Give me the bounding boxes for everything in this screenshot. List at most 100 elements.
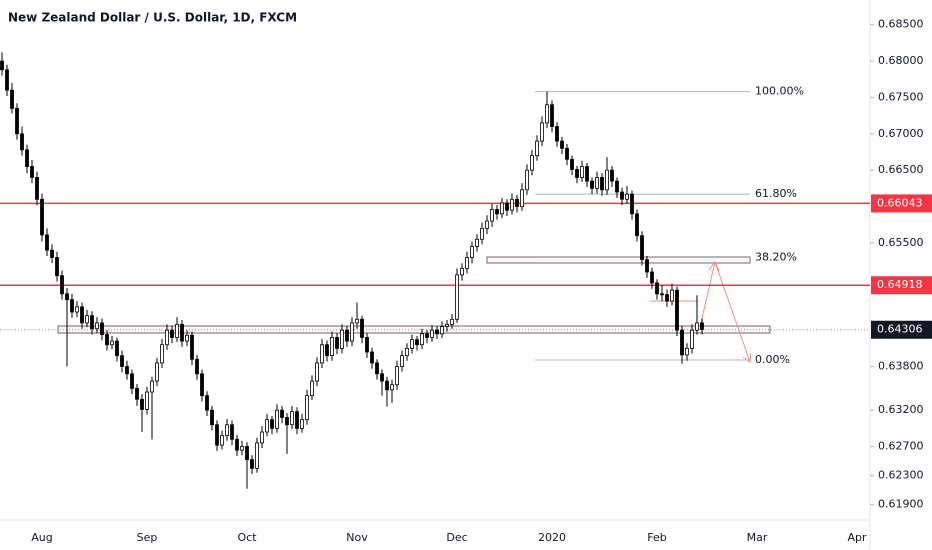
candle-body — [130, 373, 134, 389]
candle-body — [435, 329, 439, 335]
candle-body — [135, 387, 139, 400]
candle-body — [600, 177, 604, 191]
candle-body — [215, 424, 219, 446]
candle-body — [340, 329, 344, 349]
candle-body — [10, 89, 14, 109]
x-tick-label: Dec — [446, 531, 467, 544]
y-tick-label: 0.67500 — [878, 90, 924, 103]
candle-body — [335, 337, 339, 349]
candle-body — [285, 417, 289, 426]
candle-body — [615, 180, 619, 193]
candle-body — [155, 362, 159, 382]
candle-body — [550, 104, 554, 127]
candle-body — [405, 347, 409, 357]
candle-body — [530, 155, 534, 171]
x-tick-label: Aug — [31, 531, 52, 544]
candle-body — [515, 198, 519, 207]
candle-body — [465, 257, 469, 269]
candle-body — [620, 191, 624, 200]
candle-body — [95, 322, 99, 330]
candle-body — [305, 395, 309, 421]
y-tick-label: 0.66500 — [878, 163, 924, 176]
candle-body — [370, 351, 374, 364]
candle-body — [445, 323, 449, 327]
candle-body — [400, 355, 404, 367]
candle-body — [5, 69, 9, 91]
candle-body — [655, 282, 659, 295]
x-tick-label: Nov — [346, 531, 368, 544]
candle-body — [350, 322, 354, 342]
candle-body — [210, 409, 214, 426]
candle-body — [80, 306, 84, 324]
candle-body — [690, 329, 694, 349]
candle-body — [700, 322, 704, 330]
candle-body — [585, 166, 589, 182]
candle-body — [165, 329, 169, 346]
candle-body — [345, 329, 349, 342]
candle-body — [270, 419, 274, 429]
candle-body — [520, 189, 524, 207]
candle-body — [315, 362, 319, 382]
candle-body — [110, 340, 114, 346]
x-tick-label: Sep — [137, 531, 158, 544]
candle-body — [470, 246, 474, 258]
candle-body — [525, 169, 529, 191]
candle-body — [460, 267, 464, 276]
candle-body — [220, 435, 224, 446]
candle-body — [85, 315, 89, 324]
candle-body — [255, 442, 259, 469]
candle-body — [485, 220, 489, 229]
price-label: 0.66043 — [877, 196, 923, 209]
candle-body — [475, 238, 479, 247]
candle-body — [30, 166, 34, 178]
candle-body — [480, 227, 484, 240]
y-tick-label: 0.61900 — [878, 498, 924, 511]
candle-body — [455, 274, 459, 320]
candle-body — [20, 133, 24, 151]
candle-body — [170, 329, 174, 338]
candle-body — [395, 366, 399, 386]
candle-body — [120, 355, 124, 367]
candle-body — [150, 380, 154, 393]
candle-body — [375, 362, 379, 375]
candle-body — [495, 209, 499, 215]
candle-body — [625, 193, 629, 200]
candle-body — [605, 169, 609, 191]
candle-body — [50, 249, 54, 258]
candle-body — [265, 419, 269, 433]
candle-body — [355, 318, 359, 324]
fib-label: 38.20% — [755, 250, 797, 263]
candle-body — [645, 259, 649, 273]
candle-body — [575, 169, 579, 178]
price-label-box — [871, 194, 932, 213]
y-tick-label: 0.65500 — [878, 236, 924, 249]
candle-body — [100, 322, 104, 335]
y-tick-label: 0.68000 — [878, 54, 924, 67]
candle-body — [15, 107, 19, 135]
candle-body — [245, 446, 249, 461]
candle-body — [665, 294, 669, 302]
candle-body — [240, 446, 244, 451]
candle-body — [105, 334, 109, 346]
y-tick-label: 0.62300 — [878, 469, 924, 482]
candle-body — [560, 140, 564, 149]
candle-body — [300, 419, 304, 429]
candle-body — [90, 315, 94, 330]
candle-body — [385, 380, 389, 391]
candle-body — [45, 234, 49, 251]
candle-body — [205, 395, 209, 411]
candle-body — [195, 358, 199, 375]
candle-body — [660, 293, 664, 296]
candle-body — [180, 323, 184, 342]
candle-body — [260, 431, 264, 444]
candle-body — [380, 373, 384, 382]
candle-body — [635, 213, 639, 237]
candle-body — [670, 289, 674, 302]
arrow-head — [708, 261, 720, 272]
candle-body — [535, 140, 539, 157]
candle-body — [115, 340, 119, 357]
candle-body — [0, 60, 4, 71]
candle-body — [415, 339, 419, 346]
candle-body — [185, 334, 189, 342]
